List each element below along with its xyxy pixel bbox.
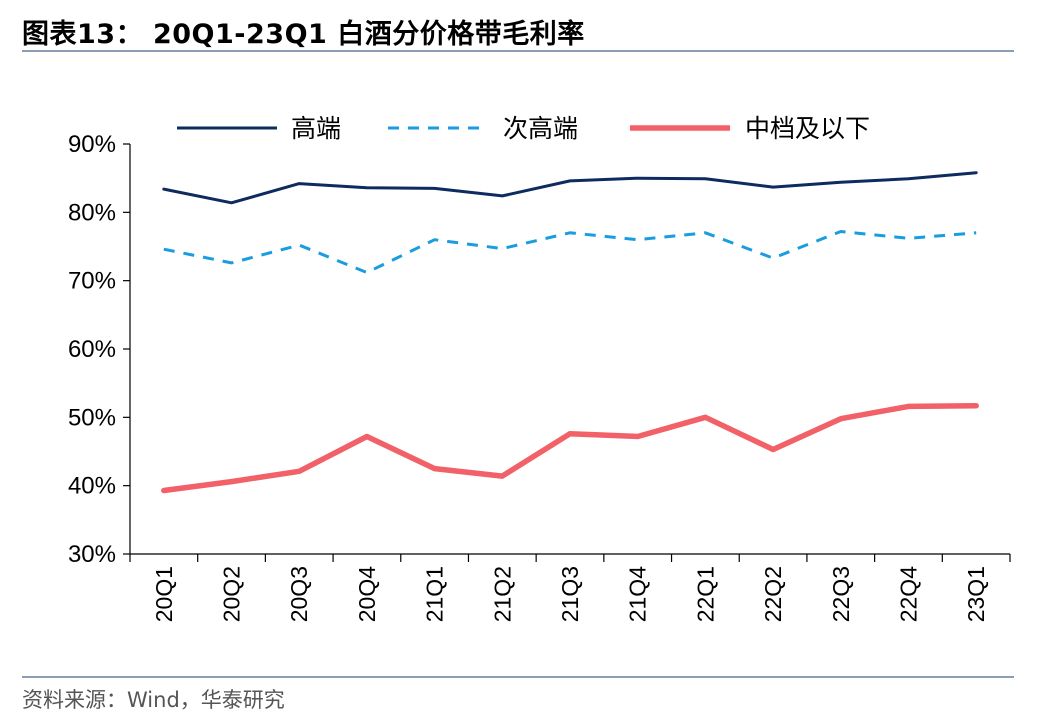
x-tick-label: 22Q1 <box>692 566 718 622</box>
series-line-1 <box>162 171 978 205</box>
x-tick-label: 21Q4 <box>625 566 651 622</box>
x-tick-label: 21Q1 <box>422 566 448 622</box>
y-axis: 30% 40% 50% 60% 70% 80% 90% <box>68 131 131 568</box>
legend-label-2: 次高端 <box>503 115 578 143</box>
x-tick-label: 22Q2 <box>760 566 786 622</box>
chart-title: 图表13： 20Q1-23Q1 白酒分价格带毛利率 <box>22 19 585 50</box>
legend-label-3: 中档及以下 <box>745 115 870 143</box>
series-lines <box>161 171 979 494</box>
x-tick-label: 20Q1 <box>151 566 177 622</box>
x-tick-label: 20Q2 <box>219 566 245 622</box>
y-tick-label: 80% <box>68 199 116 226</box>
y-tick-label: 40% <box>68 473 116 500</box>
x-tick-label: 20Q3 <box>286 566 312 622</box>
y-tick-label: 30% <box>68 541 116 568</box>
x-tick-label: 21Q2 <box>489 566 515 622</box>
y-tick-label: 50% <box>68 404 116 431</box>
y-tick-label: 90% <box>68 131 116 158</box>
y-tick-label: 70% <box>68 268 116 295</box>
x-tick-label: 22Q4 <box>895 566 921 622</box>
x-tick-label: 20Q4 <box>354 566 380 622</box>
series-line-2 <box>163 230 977 274</box>
title-divider <box>22 50 1014 52</box>
footer-divider <box>22 676 1014 678</box>
series-line-3 <box>161 402 979 494</box>
source-note: 资料来源：Wind，华泰研究 <box>22 688 285 712</box>
y-tick-label: 60% <box>68 336 116 363</box>
legend-label-1: 高端 <box>291 115 341 143</box>
x-tick-label: 21Q3 <box>557 566 583 622</box>
x-tick-label: 22Q3 <box>828 566 854 622</box>
x-axis: 20Q1 20Q2 20Q3 20Q4 21Q1 21Q2 21Q3 21Q4 22Q1 22Q2… <box>129 553 1011 622</box>
x-tick-label: 23Q1 <box>963 566 989 622</box>
legend: 高端 次高端 中档及以下 <box>177 115 870 143</box>
